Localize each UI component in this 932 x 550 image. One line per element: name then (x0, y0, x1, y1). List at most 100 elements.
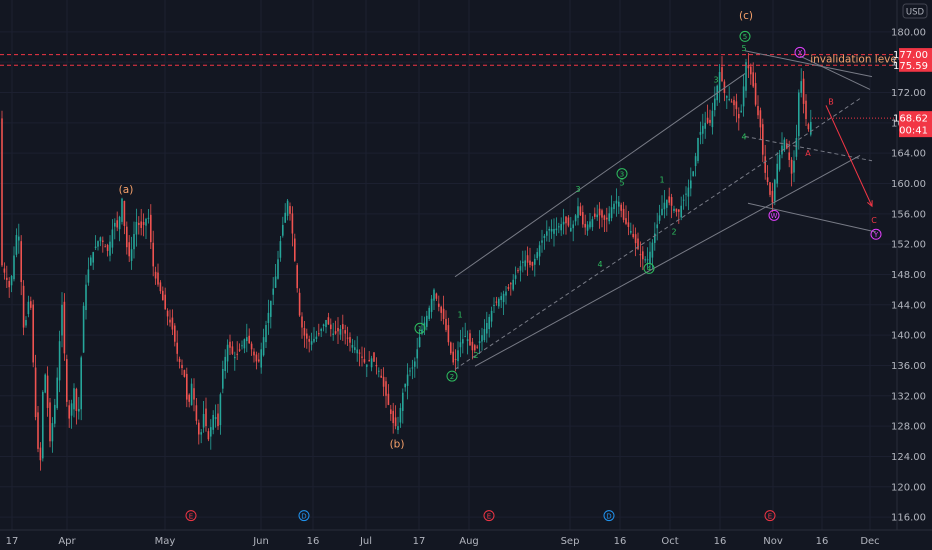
candle-body (565, 216, 567, 224)
circled-label-text: D (606, 512, 611, 520)
y-tick-label: 124.00 (891, 452, 926, 463)
candle-body (752, 72, 754, 87)
wave-label: B (828, 98, 834, 107)
candle-body (3, 268, 6, 273)
candle-body (109, 241, 111, 256)
candle-body (637, 238, 639, 250)
candle-body (615, 200, 618, 204)
candle-body (406, 374, 409, 386)
candle-body (711, 110, 714, 128)
currency-badge[interactable]: USD (902, 3, 928, 19)
candle-body (44, 374, 46, 393)
candle-body (680, 205, 682, 218)
candle-body (310, 341, 313, 345)
candle-body (733, 99, 735, 106)
candle-body (169, 319, 171, 323)
candle-body (613, 203, 615, 210)
candle-body (392, 410, 394, 424)
candle-body (322, 324, 325, 326)
candle-body (150, 214, 152, 243)
candle-body (471, 341, 474, 351)
candle-body (450, 342, 452, 354)
candle-body (231, 346, 234, 354)
time-axis[interactable] (0, 530, 897, 550)
candle-body (546, 231, 548, 236)
y-tick-label: 128.00 (891, 422, 926, 433)
candle-body (234, 356, 236, 359)
circled-label-ring (794, 46, 806, 58)
wave-label: 1 (457, 311, 462, 320)
candle-body (622, 208, 625, 220)
candle-body (130, 249, 133, 261)
candle-body (325, 319, 327, 328)
candle-body (447, 325, 450, 343)
x-tick-label: Sep (561, 536, 580, 547)
candle-body (704, 122, 706, 129)
candle-body (222, 369, 224, 389)
candle-body (567, 217, 570, 226)
candle-body (442, 308, 445, 319)
candle-body (294, 238, 296, 261)
candle-body (198, 422, 200, 435)
candle-body (426, 315, 428, 327)
candle-body (303, 328, 306, 336)
forecast-arrows (825, 105, 873, 208)
candle-body (654, 233, 656, 243)
candle-body (464, 336, 466, 338)
circled-label-ring (739, 30, 751, 42)
x-tick-label: 16 (307, 536, 320, 547)
candle-body (277, 259, 279, 279)
candle-body (282, 224, 284, 236)
candle-body (210, 427, 212, 437)
candle-body (747, 65, 750, 69)
candle-body (572, 224, 574, 229)
candle-body (548, 228, 550, 231)
candle-body (217, 413, 219, 427)
candle-body (219, 394, 222, 426)
price-axis[interactable] (897, 0, 932, 530)
forecast-arrowhead (867, 200, 873, 208)
candle-body (591, 219, 594, 228)
wave-label: 1 (659, 176, 664, 185)
candle-body (481, 335, 483, 342)
candle-body (754, 83, 757, 105)
candle-body (385, 381, 387, 396)
circled-label-text: 2 (450, 373, 454, 381)
candle-body (800, 81, 802, 93)
candle-body (346, 337, 349, 339)
candle-body (502, 293, 505, 303)
candle-body (790, 159, 793, 174)
candle-body (651, 242, 654, 258)
candle-body (382, 376, 385, 387)
candle-body (375, 364, 378, 367)
candle-body (534, 258, 536, 265)
candle-body (673, 208, 675, 211)
candle-body (730, 101, 733, 103)
candle-body (514, 275, 517, 279)
candle-body (286, 200, 289, 216)
candle-body (111, 229, 114, 248)
candle-body (531, 261, 534, 266)
candle-body (34, 367, 37, 418)
candle-body (308, 339, 310, 342)
candle-body (10, 275, 13, 286)
y-tick-label: 116.00 (891, 513, 926, 524)
currency-label: USD (906, 8, 925, 18)
price-lines (0, 54, 897, 119)
candle-body (42, 392, 44, 459)
circled-label-ring (414, 322, 426, 334)
candle-body (85, 284, 87, 311)
circled-label-ring (764, 510, 776, 522)
candle-body (807, 124, 810, 130)
wave-label: 5 (619, 179, 624, 188)
candle-body (699, 131, 702, 135)
candle-body (759, 110, 762, 128)
candle-body (709, 119, 711, 123)
candle-body (1, 118, 3, 266)
candle-body (195, 405, 198, 421)
circled-label-text: 4 (647, 265, 652, 273)
candle-body (438, 303, 440, 307)
candle-body (327, 317, 330, 325)
candle-body (642, 251, 644, 260)
